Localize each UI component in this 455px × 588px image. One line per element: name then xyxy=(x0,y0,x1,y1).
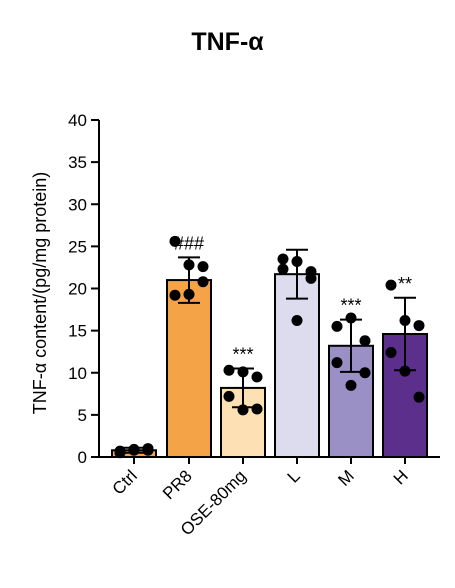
data-point xyxy=(399,315,411,327)
significance-label: ** xyxy=(398,274,412,294)
data-point xyxy=(331,320,343,332)
data-point xyxy=(251,403,263,415)
y-axis-label: TNF-α content/(pg/mg protein) xyxy=(30,172,50,415)
y-tick-label: 40 xyxy=(68,111,87,130)
data-point xyxy=(359,367,371,379)
x-tick-label: Ctrl xyxy=(109,466,141,498)
data-point xyxy=(331,357,343,369)
bar-pr8 xyxy=(166,279,212,459)
x-tick-label: PR8 xyxy=(159,466,196,503)
data-point xyxy=(413,320,425,332)
data-point xyxy=(183,259,195,271)
data-point xyxy=(142,444,154,456)
points-layer xyxy=(114,235,425,459)
bar-l xyxy=(274,273,320,458)
bars-layer xyxy=(111,273,428,459)
data-point xyxy=(277,263,289,275)
data-point xyxy=(345,312,357,324)
y-tick-label: 15 xyxy=(68,322,87,341)
data-point xyxy=(237,366,249,378)
data-point xyxy=(197,276,209,288)
x-tick-label: H xyxy=(390,466,412,488)
data-point xyxy=(399,365,411,377)
data-point xyxy=(223,390,235,402)
significance-label: ### xyxy=(174,233,204,253)
y-tick-label: 30 xyxy=(68,195,87,214)
data-point xyxy=(223,364,235,376)
data-point xyxy=(345,379,357,391)
chart-title: TNF-α xyxy=(191,28,264,56)
significance-label: *** xyxy=(232,345,253,365)
data-point xyxy=(197,261,209,273)
data-point xyxy=(385,347,397,359)
y-tick-label: 20 xyxy=(68,280,87,299)
data-point xyxy=(291,256,303,268)
data-point xyxy=(359,335,371,347)
y-tick-label: 10 xyxy=(68,364,87,383)
data-point xyxy=(169,235,181,247)
data-point xyxy=(237,404,249,416)
data-point xyxy=(114,445,126,457)
x-tick-label: L xyxy=(284,466,304,486)
data-point xyxy=(183,288,195,300)
data-point xyxy=(169,289,181,301)
y-tick-label: 35 xyxy=(68,153,87,172)
significance-label: *** xyxy=(340,296,361,316)
x-tick-label: M xyxy=(334,466,357,489)
data-point xyxy=(128,443,140,455)
y-tick-label: 5 xyxy=(78,406,87,425)
data-point xyxy=(385,279,397,291)
y-tick-label: 25 xyxy=(68,237,87,256)
data-point xyxy=(305,272,317,284)
data-point xyxy=(291,315,303,327)
data-point xyxy=(277,253,289,265)
data-point xyxy=(413,391,425,403)
y-tick-label: 0 xyxy=(78,448,87,467)
data-point xyxy=(251,371,263,383)
